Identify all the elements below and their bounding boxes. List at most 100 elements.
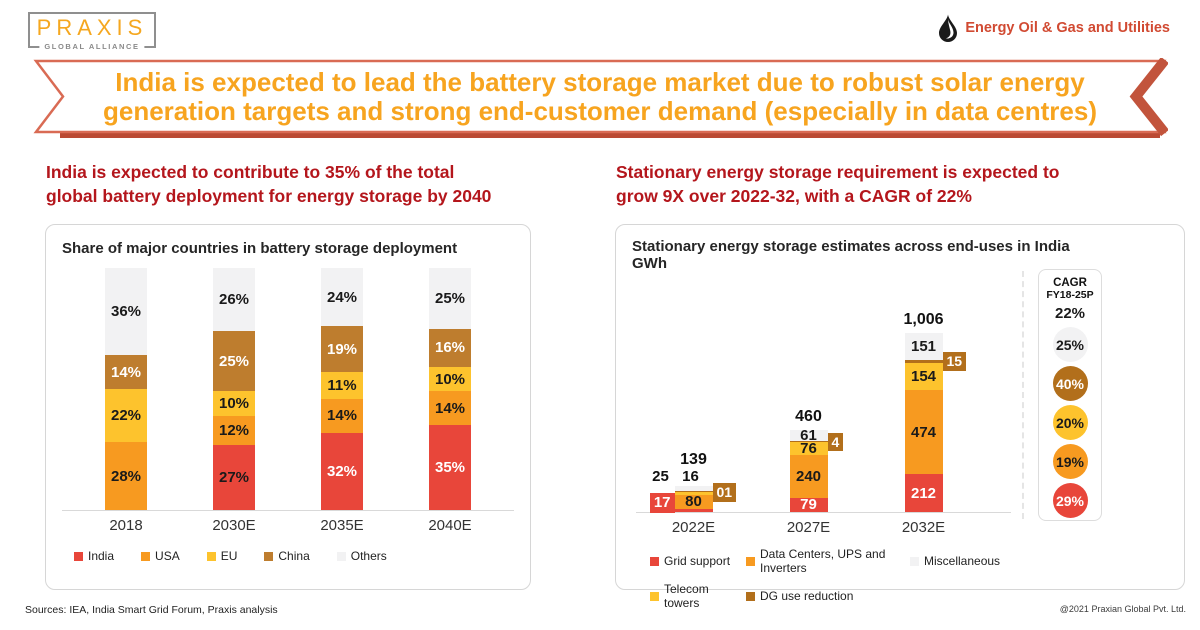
category-label-2022e: 2022E <box>671 519 716 536</box>
segment-label-miscellaneous: 25 <box>652 468 669 486</box>
bar-segment-telecom-towers <box>674 491 713 495</box>
right-bar-chart: 17 16 01 25 80 139 4 79 240 76 61 460 15 212 474 154 151… <box>636 279 1011 513</box>
cagr-item-22: 22% <box>1054 304 1086 322</box>
left-insight-line2: global battery deployment for energy sto… <box>46 186 492 207</box>
bar-column-2032e: 15 212 474 154 151 1,006 <box>866 279 981 512</box>
legend-swatch-dg-use-reduction <box>746 591 755 601</box>
legend-swatch-china <box>264 551 274 561</box>
banner-shadow-bar <box>60 130 1160 138</box>
copyright-note: @2021 Praxian Global Pvt. Ltd. <box>1059 604 1186 614</box>
banner-ribbon-graphic <box>33 58 1168 138</box>
category-label-2030e: 2030E <box>212 517 256 534</box>
bar-segment-usa: 12% <box>213 415 255 445</box>
legend-label: USA <box>155 549 180 563</box>
cagr-item-29: 29% <box>1052 483 1088 518</box>
legend-item-miscellaneous: Miscellaneous <box>910 547 1000 575</box>
legend-item-others: Others <box>336 549 387 563</box>
bar-stack-2027e: 79 240 76 61 <box>789 428 828 513</box>
legend-swatch-others <box>336 551 346 561</box>
banner-title-line2: generation targets and strong end-custom… <box>102 96 1098 126</box>
praxis-logo: PRAXIS GLOBAL ALLIANCE <box>28 12 156 51</box>
left-insight-line1: India is expected to contribute to 35% o… <box>46 162 455 182</box>
legend-item-dg-use-reduction: DG use reduction <box>746 582 910 610</box>
bar-segment-others: 25% <box>429 268 471 329</box>
category-label-2018: 2018 <box>109 517 143 534</box>
left-chart-legend: India USA EU China Others <box>74 549 514 563</box>
bar-segment-eu: 10% <box>429 367 471 392</box>
bar-segment-data-centers-ups-and-inverters: 80 <box>674 494 713 510</box>
bar-stack-2040e: 35% 14% 10% 16% 25% <box>429 268 471 510</box>
segment-callout-dg-use-reduction: 15 <box>942 352 967 372</box>
left-chart-title: Share of major countries in battery stor… <box>62 240 458 257</box>
cagr-item-25: 25% <box>1052 327 1088 362</box>
segment-callout-dg-use-reduction: 01 <box>712 483 737 502</box>
bar-segment-telecom-towers: 76 <box>789 441 828 456</box>
bar-segment-others: 24% <box>321 268 363 327</box>
bar-segment-dg-use-reduction <box>674 490 713 492</box>
right-chart-legend: Grid support Data Centers, UPS and Invert… <box>650 547 1000 610</box>
legend-item-china: China <box>264 549 310 563</box>
bar-segment-data-centers-ups-and-inverters: 240 <box>789 455 828 498</box>
bar-stack-2030e: 27% 12% 10% 25% 26% <box>213 268 255 510</box>
legend-swatch-miscellaneous <box>910 556 919 566</box>
bar-segment-china: 19% <box>321 326 363 373</box>
logo-subtitle: GLOBAL ALLIANCE <box>39 42 145 51</box>
bar-column-2035e: 32% 14% 11% 19% 24% <box>292 268 392 510</box>
bar-segment-others: 36% <box>105 268 147 356</box>
bar-column-2018: 28% 22% 14% 36% <box>76 268 176 510</box>
bar-segment-china: 25% <box>213 330 255 392</box>
bar-column-2040e: 35% 14% 10% 16% 25% <box>400 268 500 510</box>
right-chart-x-axis: 2022E 2027E 2032E <box>636 519 981 536</box>
bar-segment-china: 14% <box>105 355 147 390</box>
bar-segment-miscellaneous <box>674 486 713 491</box>
cagr-item-40: 40% <box>1052 366 1088 401</box>
bar-stack-2035e: 32% 14% 11% 19% 24% <box>321 268 363 510</box>
segment-callout-grid-support: 17 <box>649 493 675 513</box>
legend-item-telecom-towers: Telecom towers <box>650 582 746 610</box>
banner-title-line1: India is expected to lead the battery st… <box>115 67 1085 97</box>
category-label-2040e: 2040E <box>428 517 472 534</box>
sources-note: Sources: IEA, India Smart Grid Forum, Pr… <box>25 604 278 616</box>
bar-segment-data-centers-ups-and-inverters: 474 <box>904 389 943 475</box>
bar-total-label-2032e: 1,006 <box>903 310 944 328</box>
right-insight-heading: Stationary energy storage requirement is… <box>616 160 1059 208</box>
bar-segment-eu: 10% <box>213 391 255 416</box>
legend-item-data-centers-ups-and-inverters: Data Centers, UPS and Inverters <box>746 547 910 575</box>
bar-segment-telecom-towers: 154 <box>904 362 943 390</box>
legend-label: Data Centers, UPS and Inverters <box>760 547 886 575</box>
legend-item-india: India <box>74 549 114 563</box>
bar-total-label-2027e: 460 <box>795 408 822 426</box>
legend-swatch-grid-support <box>650 556 659 566</box>
legend-label: Grid support <box>664 554 731 568</box>
bar-segment-india: 35% <box>429 425 471 510</box>
segment-label-telecom-towers: 16 <box>682 468 699 486</box>
bar-segment-dg-use-reduction <box>789 440 828 442</box>
category-label-2035e: 2035E <box>320 517 364 534</box>
bar-segment-grid-support <box>674 508 713 512</box>
chart-cagr-divider <box>1022 271 1024 519</box>
left-insight-heading: India is expected to contribute to 35% o… <box>46 160 491 208</box>
bar-stack-2018: 28% 22% 14% 36% <box>105 268 147 510</box>
legend-label: Miscellaneous <box>924 554 1001 568</box>
bar-segment-miscellaneous: 151 <box>904 332 943 360</box>
cagr-title: CAGR <box>1053 277 1087 289</box>
legend-item-grid-support: Grid support <box>650 547 746 575</box>
bar-segment-usa: 28% <box>105 442 147 510</box>
legend-label: EU <box>220 549 238 563</box>
bar-segment-china: 16% <box>429 328 471 368</box>
oil-drop-icon <box>939 14 958 42</box>
bar-column-2022e: 17 16 01 25 80 139 <box>636 279 751 513</box>
bar-segment-others: 26% <box>213 268 255 331</box>
legend-item-eu: EU <box>206 549 238 563</box>
legend-label: Telecom towers <box>664 582 709 610</box>
sector-label: Energy Oil & Gas and Utilities <box>965 20 1170 36</box>
bar-column-2030e: 27% 12% 10% 25% 26% <box>184 268 284 510</box>
legend-swatch-eu <box>206 551 216 561</box>
legend-label: China <box>278 549 310 563</box>
segment-callout-dg-use-reduction: 4 <box>827 432 844 452</box>
banner-title: India is expected to lead the battery st… <box>32 68 1168 126</box>
left-chart-card: Share of major countries in battery stor… <box>45 224 531 590</box>
bar-segment-usa: 14% <box>429 391 471 426</box>
right-chart-card: Stationary energy storage estimates acro… <box>615 224 1185 610</box>
right-chart-title: Stationary energy storage estimates acro… <box>632 238 1070 255</box>
